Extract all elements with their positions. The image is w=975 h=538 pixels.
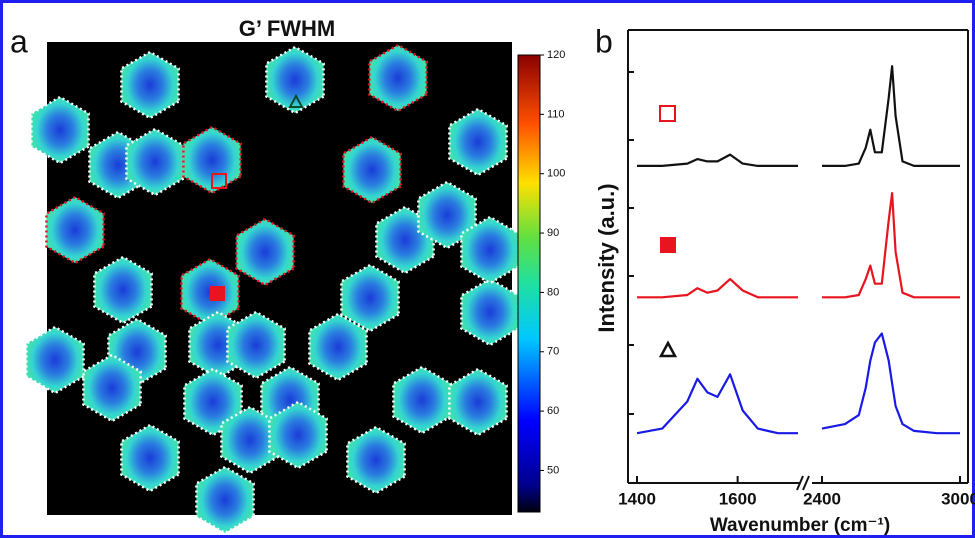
feature-outline bbox=[195, 465, 255, 535]
colorbar-tick-label: 80 bbox=[547, 286, 559, 298]
filled-square-marker bbox=[660, 237, 676, 253]
spectrum-line bbox=[637, 278, 798, 299]
filled-square-marker bbox=[210, 286, 225, 301]
axes bbox=[627, 29, 969, 491]
feature bbox=[309, 314, 367, 380]
feature-outline bbox=[107, 317, 167, 387]
feature bbox=[369, 45, 427, 111]
feature-outline bbox=[448, 107, 508, 177]
feature-outline bbox=[448, 367, 508, 437]
feature-outline bbox=[25, 325, 85, 395]
feature-outline bbox=[235, 217, 295, 287]
feature bbox=[449, 369, 507, 435]
panel-label: a bbox=[10, 23, 28, 59]
feature bbox=[347, 427, 405, 493]
feature-outline bbox=[93, 255, 153, 325]
feature-outline bbox=[346, 425, 406, 495]
feature bbox=[94, 257, 152, 323]
colorbar-tick-label: 70 bbox=[547, 346, 559, 358]
feature bbox=[196, 467, 254, 533]
feature bbox=[461, 279, 519, 345]
feature-outline bbox=[368, 43, 428, 113]
feature-outline bbox=[340, 263, 400, 333]
feature-outline bbox=[342, 135, 402, 205]
feature-outline bbox=[260, 365, 320, 435]
feature bbox=[341, 265, 399, 331]
colorbar-tick-label: 120 bbox=[547, 49, 565, 61]
spectrum-line bbox=[821, 332, 960, 435]
x-tick-label: 3000 bbox=[941, 489, 975, 508]
feature bbox=[121, 425, 179, 491]
feature bbox=[46, 197, 104, 263]
feature-outline bbox=[180, 257, 240, 327]
feature-outline bbox=[30, 95, 90, 165]
feature-outline bbox=[120, 50, 180, 120]
triangle-marker bbox=[288, 93, 304, 108]
x-tick-label: 1600 bbox=[719, 489, 757, 508]
colorbar-tick-label: 110 bbox=[547, 108, 565, 120]
y-axis-label: Intensity (a.u.) bbox=[594, 183, 619, 332]
feature-outline bbox=[268, 400, 328, 470]
colorbar-tick-label: 50 bbox=[547, 464, 559, 476]
feature bbox=[126, 129, 184, 195]
axis-break bbox=[802, 475, 810, 491]
feature-outline bbox=[308, 312, 368, 382]
feature-outline bbox=[120, 423, 180, 493]
feature bbox=[121, 52, 179, 118]
open-square-marker bbox=[659, 105, 676, 122]
colorbar-tick-label: 100 bbox=[547, 168, 565, 180]
feature bbox=[266, 47, 324, 113]
feature bbox=[221, 407, 279, 473]
feature bbox=[31, 97, 89, 163]
spectrum-line bbox=[637, 153, 798, 167]
triangle-marker bbox=[658, 340, 678, 358]
feature bbox=[236, 219, 294, 285]
feature-outline bbox=[182, 125, 242, 195]
x-tick-label: 2400 bbox=[803, 489, 841, 508]
feature bbox=[26, 327, 84, 393]
feature bbox=[184, 369, 242, 435]
x-axis-label: Wavenumber (cm⁻¹) bbox=[710, 515, 890, 536]
map-title: G’ FWHM bbox=[239, 16, 336, 41]
spectrum-line bbox=[636, 373, 798, 435]
colorbar-tick-label: 60 bbox=[547, 405, 559, 417]
feature bbox=[343, 137, 401, 203]
colorbar-tick-label: 90 bbox=[547, 227, 559, 239]
feature bbox=[449, 109, 507, 175]
feature bbox=[269, 402, 327, 468]
panel-label: b bbox=[595, 23, 613, 59]
open-square-marker bbox=[211, 173, 227, 189]
feature bbox=[227, 312, 285, 378]
spectrum-line bbox=[822, 65, 960, 167]
colorbar bbox=[517, 54, 541, 513]
spectrum-line bbox=[822, 192, 960, 299]
feature bbox=[461, 217, 519, 283]
feature-outline bbox=[417, 180, 477, 250]
feature bbox=[83, 355, 141, 421]
feature-outline bbox=[183, 367, 243, 437]
axis-break bbox=[796, 475, 804, 491]
feature-outline bbox=[82, 353, 142, 423]
feature-outline bbox=[45, 195, 105, 265]
feature bbox=[393, 367, 451, 433]
feature-outline bbox=[265, 45, 325, 115]
feature-outline bbox=[226, 310, 286, 380]
feature bbox=[418, 182, 476, 248]
x-tick-label: 1400 bbox=[618, 489, 656, 508]
map-features bbox=[25, 43, 520, 535]
